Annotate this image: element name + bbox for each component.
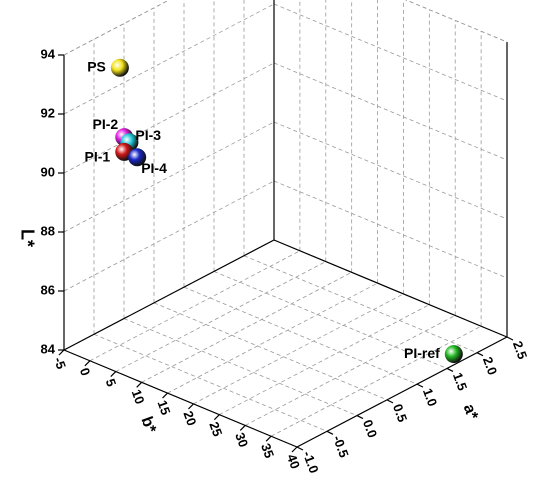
grid-line — [183, 286, 418, 385]
grid-line — [213, 271, 448, 369]
tick-mark — [84, 360, 91, 367]
data-point — [444, 345, 463, 364]
z-tick-label: 90 — [41, 164, 55, 179]
grid-line — [123, 318, 358, 416]
point-label: PI-4 — [141, 160, 167, 176]
point-label: PI-ref — [404, 345, 440, 361]
grid-line — [270, 325, 482, 437]
grid-line — [63, 121, 275, 233]
grid-line — [243, 255, 478, 354]
y-tick-label: 0.0 — [360, 418, 380, 440]
y-tick-label: -1.0 — [300, 449, 322, 475]
tick-mark — [416, 383, 424, 388]
tick-mark — [291, 446, 298, 453]
grid-line — [63, 3, 275, 115]
tick-mark — [162, 392, 168, 399]
x-tick-label: 0 — [77, 366, 94, 378]
grid-line — [93, 333, 328, 432]
z-tick-label: 94 — [41, 46, 56, 61]
grid-line — [63, 180, 275, 292]
z-tick-label: 88 — [41, 223, 55, 238]
x-tick-label: 40 — [284, 452, 303, 471]
grid-line — [273, 3, 508, 102]
grid-line — [405, 0, 508, 43]
axis-line — [63, 0, 170, 56]
tick-mark — [326, 430, 334, 435]
x-tick-label: 5 — [103, 377, 120, 389]
x-tick-label: 25 — [206, 420, 225, 439]
point-label: PI-2 — [93, 116, 119, 132]
grid-line — [245, 315, 456, 426]
y-tick-label: 1.0 — [420, 386, 440, 408]
grid-line — [219, 304, 430, 416]
y-tick-label: 2.5 — [510, 339, 530, 361]
point-label: PI-1 — [85, 149, 111, 165]
point-label: PS — [87, 58, 106, 74]
grid-line — [273, 121, 508, 220]
point-label: PI-3 — [135, 127, 161, 143]
x-tick-label: 35 — [258, 441, 277, 460]
axis-line — [63, 239, 275, 351]
grid-line — [141, 271, 352, 383]
z-tick-label: 86 — [41, 282, 55, 297]
tick-mark — [110, 371, 117, 377]
axis-line — [63, 349, 298, 448]
z-tick-label: 84 — [41, 341, 56, 356]
x-axis-label: b* — [138, 414, 160, 436]
data-point — [128, 148, 147, 167]
grid-line — [167, 282, 378, 394]
tick-mark — [239, 425, 246, 431]
tick-mark — [188, 403, 194, 410]
tick-mark — [136, 381, 143, 388]
grid-line — [115, 261, 326, 372]
grid-line — [273, 180, 508, 279]
grid-line — [63, 62, 275, 174]
tick-mark — [386, 399, 394, 404]
x-tick-label: 20 — [180, 409, 199, 428]
y-axis-label: a* — [460, 402, 481, 423]
tick-mark — [265, 435, 272, 442]
y-tick-label: 2.0 — [480, 355, 500, 377]
tick-mark — [356, 415, 364, 420]
tick-mark — [58, 349, 65, 356]
z-tick-label: 92 — [41, 105, 55, 120]
grid-line — [273, 62, 508, 161]
grid-line — [153, 302, 388, 401]
grid-line — [63, 0, 170, 56]
x-tick-label: 30 — [232, 431, 251, 450]
tick-mark — [476, 352, 484, 357]
grid-line — [193, 293, 404, 405]
axis-line — [405, 0, 508, 43]
data-point — [110, 58, 129, 77]
x-tick-label: 15 — [155, 398, 174, 417]
x-tick-label: -5 — [51, 355, 69, 371]
axis-line — [296, 336, 508, 448]
y-tick-label: 0.5 — [390, 402, 410, 424]
z-axis-label: L* — [17, 229, 37, 247]
y-tick-label: -0.5 — [330, 433, 352, 459]
tick-mark — [296, 446, 304, 451]
tick-mark — [446, 367, 454, 372]
grid-line — [89, 250, 301, 362]
tick-mark — [506, 336, 514, 341]
tick-mark — [213, 414, 220, 421]
axis-line — [273, 239, 508, 338]
x-tick-label: 10 — [129, 387, 148, 406]
y-tick-label: 1.5 — [450, 371, 470, 393]
